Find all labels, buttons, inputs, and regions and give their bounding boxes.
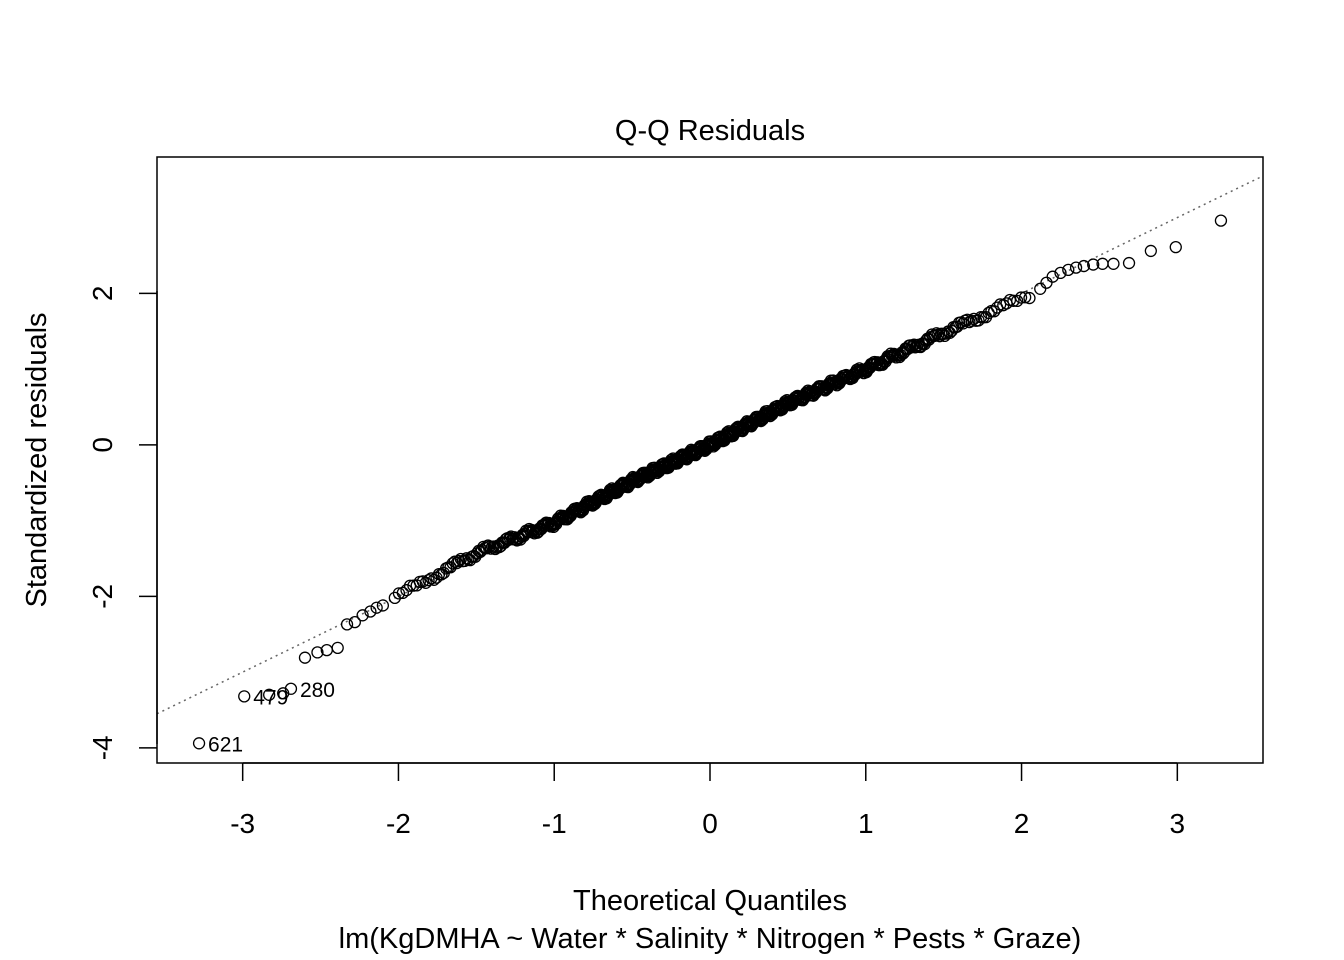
data-point — [376, 599, 390, 612]
data-point — [541, 518, 555, 531]
data-point — [1087, 258, 1100, 271]
data-point — [1169, 240, 1182, 254]
data-point — [1011, 294, 1024, 308]
x-tick-label: 3 — [1170, 808, 1186, 839]
x-axis-label: Theoretical Quantiles — [573, 885, 847, 917]
y-tick-label: 2 — [87, 286, 118, 302]
data-point — [1054, 266, 1067, 280]
y-tick-label: -2 — [87, 584, 118, 609]
data-point — [1077, 259, 1091, 273]
data-point — [448, 555, 461, 568]
data-point — [1107, 257, 1120, 270]
point-label: 621 — [208, 733, 243, 756]
data-point — [1144, 244, 1157, 258]
data-point — [263, 688, 276, 701]
data-point — [348, 615, 361, 629]
data-point — [356, 609, 369, 622]
y-tick-label: 0 — [87, 437, 118, 453]
data-point — [238, 690, 251, 703]
chart-title: Q-Q Residuals — [615, 115, 805, 147]
data-point — [1214, 214, 1228, 227]
data-point — [1046, 270, 1059, 283]
x-tick-label: -1 — [542, 808, 567, 839]
point-label: 479 — [253, 686, 288, 709]
data-point — [298, 651, 312, 664]
point-labels-layer: 621 479 280 — [208, 679, 335, 757]
plot-area: 621 479 280 — [156, 156, 1264, 764]
points-layer — [192, 214, 1228, 750]
data-point — [1014, 291, 1028, 304]
data-point — [450, 556, 464, 570]
data-point — [1069, 261, 1083, 274]
data-point — [364, 605, 377, 618]
data-point — [284, 682, 298, 695]
data-point — [392, 587, 406, 600]
data-point — [1019, 291, 1032, 304]
data-point — [930, 327, 943, 340]
data-point — [1007, 294, 1020, 307]
data-point — [410, 579, 423, 592]
x-tick-label: 2 — [1014, 808, 1030, 839]
data-point — [340, 618, 354, 631]
data-point — [192, 737, 206, 750]
data-point — [400, 584, 413, 597]
data-point — [1062, 263, 1075, 277]
data-point — [370, 601, 383, 614]
x-tick-label: 0 — [702, 808, 718, 839]
data-point — [870, 357, 883, 370]
data-point — [956, 317, 970, 330]
data-point — [1122, 256, 1136, 270]
data-point — [331, 641, 344, 655]
y-axis: -4 -2 0 2 — [87, 286, 158, 760]
x-tick-label: -2 — [386, 808, 411, 839]
data-point — [311, 646, 324, 659]
y-tick-label: -4 — [87, 735, 118, 760]
data-point — [480, 542, 493, 555]
model-formula-subtitle: lm(KgDMHA ~ Water * Salinity * Nitrogen … — [339, 923, 1082, 955]
data-point — [1023, 291, 1036, 305]
x-tick-label: -3 — [230, 808, 255, 839]
x-tick-label: 1 — [858, 808, 874, 839]
y-axis-label: Standardized residuals — [21, 312, 53, 607]
x-axis: -3 -2 -1 0 1 2 3 — [230, 762, 1186, 839]
point-label: 280 — [300, 679, 335, 702]
data-point — [422, 574, 435, 587]
data-point — [396, 586, 409, 600]
